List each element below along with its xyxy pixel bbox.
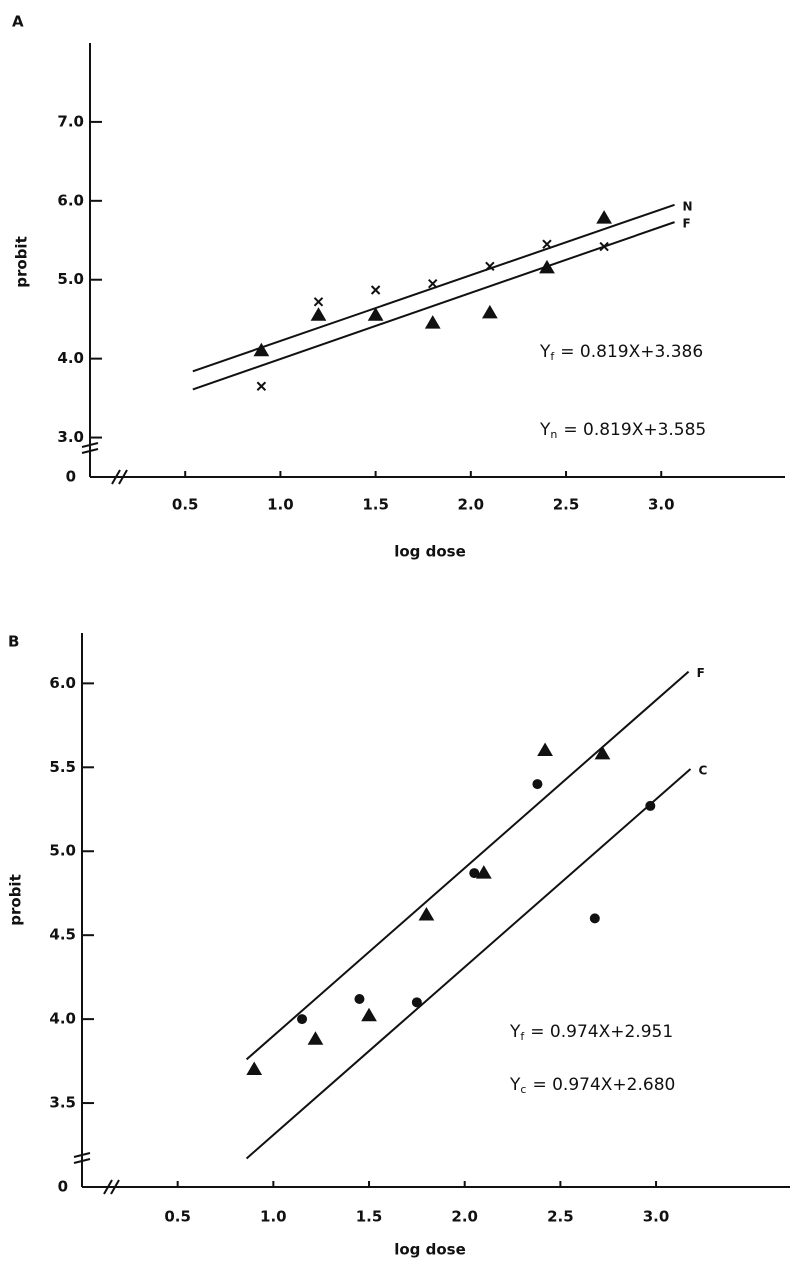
equation-symbol: Y bbox=[539, 420, 551, 440]
line-label: N bbox=[683, 199, 693, 213]
x-tick-label: 3.0 bbox=[643, 1208, 670, 1226]
triangle-point bbox=[362, 1009, 376, 1021]
equation-symbol: Y bbox=[539, 342, 551, 362]
triangle-point bbox=[311, 308, 325, 320]
x-tick-label: 1.5 bbox=[356, 1208, 383, 1226]
panel-label: B bbox=[8, 633, 19, 651]
y-axis-label: probit bbox=[13, 236, 31, 288]
fit-line bbox=[247, 769, 691, 1158]
equation: Yc = 0.974X+2.680 bbox=[509, 1075, 675, 1096]
x-axis-label: log dose bbox=[394, 1241, 466, 1259]
y-tick-label: 5.0 bbox=[57, 270, 84, 288]
x-tick-label: 0.5 bbox=[164, 1208, 191, 1226]
equation-text: = 0.974X+2.951 bbox=[530, 1022, 673, 1042]
y-tick-label: 3.0 bbox=[57, 428, 84, 446]
circle-point bbox=[469, 868, 479, 878]
x-tick-label: 1.5 bbox=[362, 496, 389, 514]
equation-symbol: Y bbox=[509, 1022, 521, 1042]
x-point bbox=[314, 298, 322, 306]
equation-text: = 0.819X+3.585 bbox=[563, 420, 706, 440]
line-label: F bbox=[697, 666, 705, 680]
line-label: C bbox=[698, 763, 707, 777]
equation-symbol: Y bbox=[509, 1075, 521, 1095]
equation-text: = 0.974X+2.680 bbox=[532, 1075, 675, 1095]
y-axis-label: probit bbox=[7, 874, 25, 926]
line-label: F bbox=[683, 217, 691, 231]
triangle-point bbox=[308, 1032, 322, 1044]
equation-text: = 0.819X+3.386 bbox=[560, 342, 703, 362]
circle-point bbox=[532, 779, 542, 789]
y-tick-label: 4.0 bbox=[57, 349, 84, 367]
triangle-point bbox=[595, 747, 609, 759]
circle-point bbox=[645, 801, 655, 811]
y-tick-label: 4.0 bbox=[49, 1010, 76, 1028]
y-tick-label: 6.0 bbox=[49, 674, 76, 692]
circle-point bbox=[297, 1014, 307, 1024]
x-tick-label: 1.0 bbox=[260, 1208, 287, 1226]
y-tick-label: 5.5 bbox=[49, 758, 76, 776]
x-tick-label: 2.0 bbox=[458, 496, 485, 514]
triangle-point bbox=[540, 261, 554, 273]
equation-subscript: n bbox=[550, 428, 557, 441]
x-tick-label: 2.0 bbox=[451, 1208, 478, 1226]
equation-subscript: f bbox=[520, 1030, 525, 1043]
y-tick-label: 6.0 bbox=[57, 191, 84, 209]
circle-point bbox=[412, 997, 422, 1007]
panel-label: A bbox=[12, 13, 24, 31]
circle-point bbox=[590, 913, 600, 923]
triangle-point bbox=[426, 316, 440, 328]
origin-label: 0 bbox=[58, 1178, 68, 1196]
x-point bbox=[543, 240, 551, 248]
triangle-point bbox=[247, 1062, 261, 1074]
equation: Yf = 0.974X+2.951 bbox=[509, 1022, 673, 1043]
x-tick-label: 3.0 bbox=[648, 496, 675, 514]
equation-subscript: c bbox=[520, 1083, 526, 1096]
equation-subscript: f bbox=[550, 350, 555, 363]
y-tick-label: 3.5 bbox=[49, 1094, 76, 1112]
x-tick-label: 0.5 bbox=[172, 496, 199, 514]
figure: A 0 3.0 4.0 5.0 6.0 7.0 0.5 1.0 1.5 2.0 2.5 3.0 log d… bbox=[0, 0, 796, 1265]
x-axis-label: log dose bbox=[394, 543, 466, 561]
x-point bbox=[429, 280, 437, 288]
equation: Yn = 0.819X+3.585 bbox=[539, 420, 706, 441]
y-tick-label: 4.5 bbox=[49, 926, 76, 944]
circle-point bbox=[354, 994, 364, 1004]
equation: Yf = 0.819X+3.386 bbox=[539, 342, 703, 363]
x-point bbox=[372, 286, 380, 294]
triangle-point bbox=[419, 908, 433, 920]
y-tick-label: 5.0 bbox=[49, 842, 76, 860]
origin-label: 0 bbox=[66, 468, 76, 486]
triangle-point bbox=[483, 306, 497, 318]
triangle-point bbox=[597, 211, 611, 223]
x-tick-label: 2.5 bbox=[547, 1208, 574, 1226]
x-tick-label: 2.5 bbox=[553, 496, 580, 514]
fit-line bbox=[247, 672, 689, 1060]
y-tick-label: 7.0 bbox=[57, 112, 84, 130]
x-tick-label: 1.0 bbox=[267, 496, 294, 514]
triangle-point bbox=[538, 744, 552, 756]
x-point bbox=[257, 382, 265, 390]
